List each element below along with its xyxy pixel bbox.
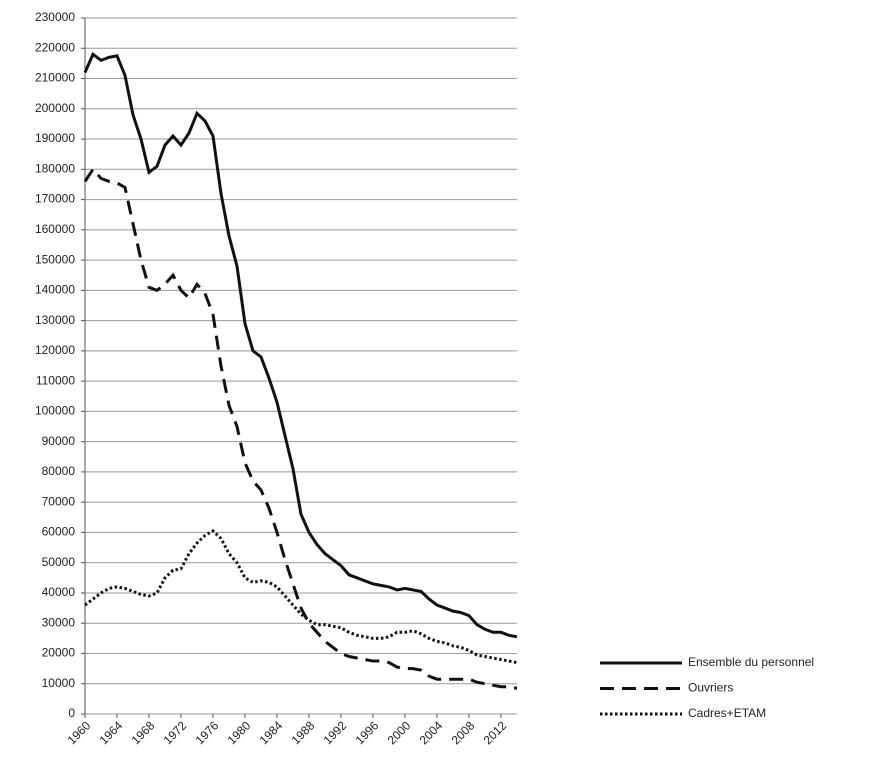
y-tick-label: 90000 <box>42 434 76 448</box>
legend-label: Cadres+ETAM <box>688 706 766 720</box>
y-tick-label: 130000 <box>35 313 75 327</box>
y-tick-label: 190000 <box>35 131 75 145</box>
legend-label: Ouvriers <box>688 681 733 695</box>
x-tick-label: 1980 <box>225 718 254 747</box>
line-series <box>83 51 518 639</box>
y-tick-label: 30000 <box>42 615 76 629</box>
x-tick-label: 1964 <box>97 718 126 747</box>
x-tick-label: 1972 <box>161 718 190 747</box>
y-tick-label: 150000 <box>35 252 75 266</box>
y-tick-label: 120000 <box>35 343 75 357</box>
x-tick-label: 2008 <box>449 718 478 747</box>
x-tick-label: 1988 <box>289 718 318 747</box>
y-tick-label: 50000 <box>42 555 76 569</box>
y-tick-label: 100000 <box>35 404 75 418</box>
y-tick-label: 220000 <box>35 40 75 54</box>
x-tick-label: 1996 <box>353 718 382 747</box>
line-series <box>84 529 518 665</box>
x-tick-label: 1992 <box>321 718 350 747</box>
line-series <box>83 166 518 690</box>
y-tick-label: 10000 <box>42 676 76 690</box>
x-tick-label: 1968 <box>129 718 158 747</box>
y-tick-label: 200000 <box>35 101 75 115</box>
y-tick-label: 40000 <box>42 585 76 599</box>
x-tick-label: 2000 <box>385 718 414 747</box>
y-tick-label: 230000 <box>35 10 75 24</box>
x-tick-label: 1976 <box>193 718 222 747</box>
y-tick-label: 0 <box>68 706 75 720</box>
y-tick-label: 80000 <box>42 464 76 478</box>
y-tick-label: 70000 <box>42 494 76 508</box>
y-tick-label: 160000 <box>35 222 75 236</box>
x-tick-label: 1984 <box>257 718 286 747</box>
x-tick-label: 2012 <box>481 718 510 747</box>
y-tick-label: 170000 <box>35 192 75 206</box>
y-tick-label: 20000 <box>42 646 76 660</box>
x-tick-label: 1960 <box>65 718 94 747</box>
legend-label: Ensemble du personnel <box>688 655 814 669</box>
y-tick-label: 110000 <box>36 373 75 387</box>
y-tick-label: 60000 <box>42 525 76 539</box>
x-tick-label: 2004 <box>417 718 446 747</box>
y-tick-label: 140000 <box>35 283 75 297</box>
y-tick-label: 210000 <box>35 71 75 85</box>
y-tick-label: 180000 <box>35 161 75 175</box>
